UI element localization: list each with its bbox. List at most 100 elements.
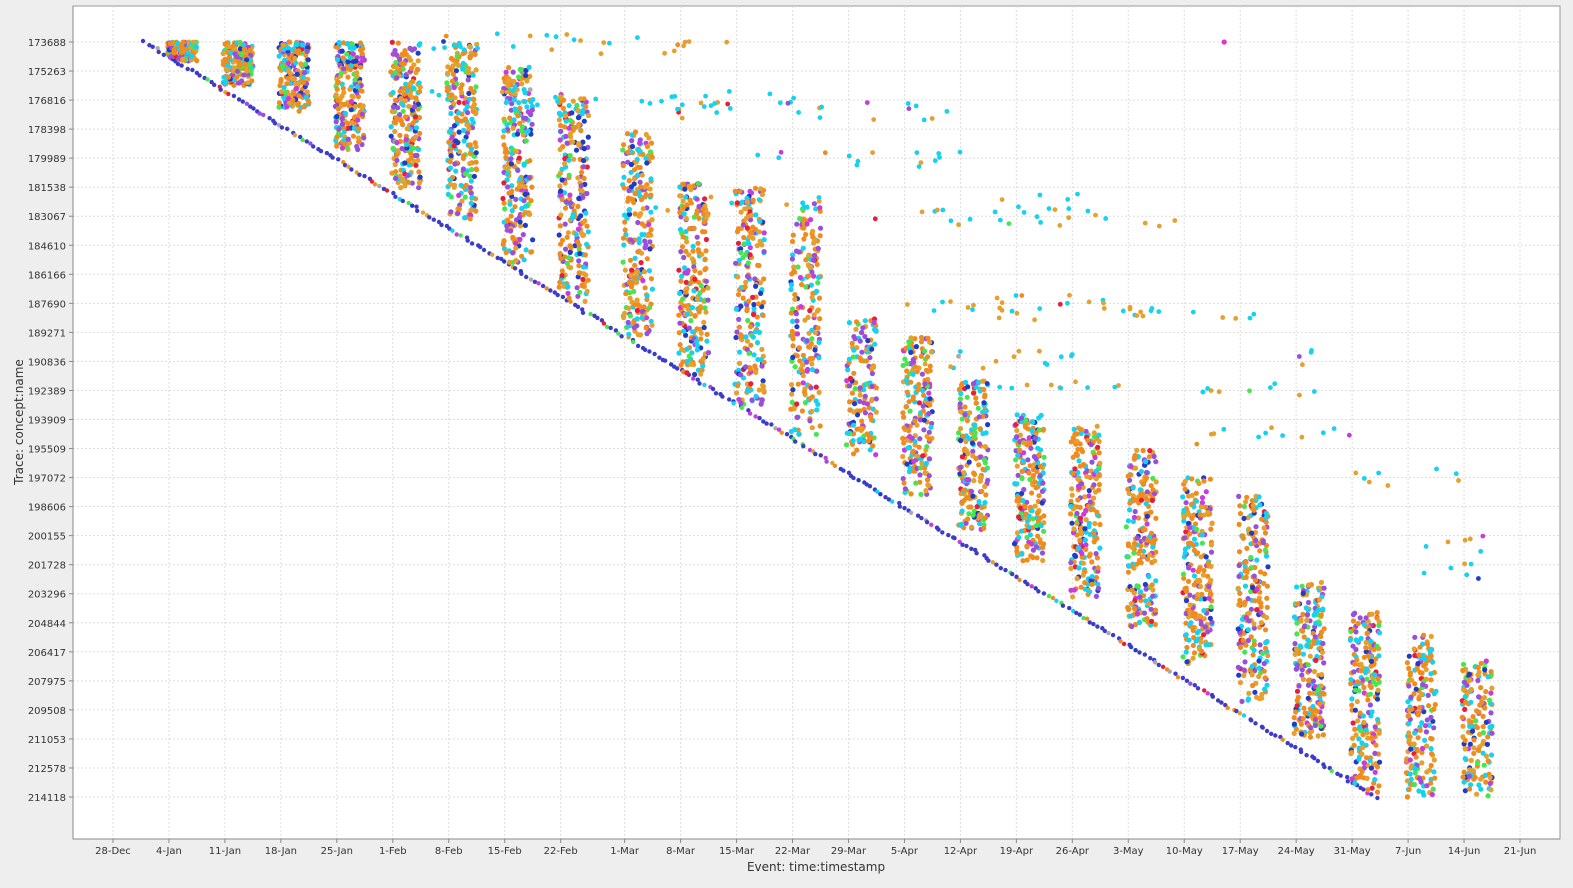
data-point bbox=[1350, 776, 1355, 781]
data-point bbox=[1295, 601, 1300, 606]
data-point bbox=[242, 46, 247, 51]
data-point bbox=[1083, 547, 1088, 552]
data-point bbox=[566, 255, 571, 260]
data-point bbox=[1184, 645, 1189, 650]
data-point bbox=[469, 201, 474, 206]
data-point bbox=[1149, 531, 1154, 536]
data-point bbox=[401, 199, 405, 203]
data-point bbox=[523, 204, 528, 209]
data-point bbox=[1198, 584, 1203, 589]
data-point bbox=[630, 144, 635, 149]
data-point bbox=[1075, 497, 1080, 502]
data-point bbox=[1407, 787, 1412, 792]
data-point bbox=[696, 216, 701, 221]
data-point bbox=[801, 353, 806, 358]
data-point bbox=[510, 208, 515, 213]
data-point bbox=[1191, 643, 1196, 648]
data-point bbox=[982, 500, 987, 505]
data-point bbox=[1303, 710, 1308, 715]
data-point bbox=[981, 387, 986, 392]
data-point bbox=[1192, 573, 1197, 578]
data-point bbox=[1192, 537, 1197, 542]
data-point bbox=[1180, 494, 1185, 499]
data-point bbox=[517, 215, 522, 220]
data-point bbox=[644, 192, 649, 197]
data-point bbox=[1186, 579, 1191, 584]
data-point bbox=[926, 411, 931, 416]
data-point bbox=[1145, 616, 1150, 621]
data-point bbox=[560, 177, 565, 182]
data-point bbox=[910, 450, 915, 455]
data-point bbox=[467, 44, 472, 49]
data-point bbox=[457, 206, 462, 211]
data-point bbox=[1122, 642, 1126, 646]
data-point bbox=[1311, 679, 1316, 684]
data-point bbox=[277, 105, 282, 110]
data-point bbox=[467, 161, 472, 166]
data-point bbox=[502, 206, 507, 211]
data-point bbox=[682, 211, 687, 216]
data-point bbox=[1189, 476, 1194, 481]
data-point bbox=[1254, 558, 1259, 563]
data-point bbox=[1144, 475, 1149, 480]
data-point bbox=[1413, 770, 1418, 775]
data-point bbox=[1263, 530, 1268, 535]
data-point bbox=[746, 351, 751, 356]
data-point bbox=[631, 340, 635, 344]
data-point bbox=[940, 530, 944, 534]
data-point bbox=[817, 390, 822, 395]
data-point bbox=[462, 215, 467, 220]
data-point bbox=[1186, 565, 1191, 570]
data-point bbox=[794, 318, 799, 323]
data-point bbox=[415, 67, 420, 72]
data-point bbox=[621, 260, 626, 265]
data-point bbox=[1306, 662, 1311, 667]
data-point bbox=[466, 66, 471, 71]
data-point bbox=[958, 465, 963, 470]
data-point bbox=[1020, 469, 1025, 474]
data-point bbox=[635, 220, 640, 225]
data-point bbox=[790, 239, 795, 244]
data-point bbox=[1242, 713, 1246, 717]
data-point bbox=[797, 358, 802, 363]
data-point bbox=[582, 176, 587, 181]
data-point bbox=[1194, 527, 1199, 532]
data-point bbox=[1351, 720, 1356, 725]
data-point bbox=[859, 350, 864, 355]
data-point bbox=[868, 484, 872, 488]
data-point bbox=[1144, 496, 1149, 501]
data-point bbox=[904, 404, 909, 409]
data-point bbox=[523, 184, 528, 189]
data-point bbox=[1302, 634, 1307, 639]
data-point bbox=[1033, 436, 1038, 441]
data-point bbox=[1241, 638, 1246, 643]
data-point bbox=[872, 342, 877, 347]
data-point bbox=[809, 361, 814, 366]
data-point bbox=[336, 106, 341, 111]
data-point bbox=[858, 339, 863, 344]
data-point bbox=[582, 218, 587, 223]
data-point bbox=[515, 168, 520, 173]
data-point bbox=[1289, 743, 1293, 747]
data-point bbox=[914, 344, 919, 349]
data-point bbox=[1209, 542, 1214, 547]
data-point bbox=[851, 409, 856, 414]
data-point bbox=[1199, 505, 1204, 510]
data-point bbox=[1265, 605, 1270, 610]
data-point bbox=[801, 236, 806, 241]
data-point bbox=[748, 343, 753, 348]
data-point bbox=[687, 184, 692, 189]
data-point bbox=[1141, 527, 1146, 532]
data-point bbox=[633, 129, 638, 134]
data-point bbox=[636, 344, 640, 348]
data-point bbox=[751, 302, 756, 307]
data-point bbox=[1017, 448, 1022, 453]
data-point bbox=[523, 223, 528, 228]
data-point bbox=[343, 111, 348, 116]
data-point bbox=[336, 80, 341, 85]
data-point bbox=[685, 202, 690, 207]
data-point bbox=[237, 97, 241, 101]
data-point bbox=[223, 57, 228, 62]
data-point bbox=[964, 544, 968, 548]
data-point bbox=[580, 277, 585, 282]
